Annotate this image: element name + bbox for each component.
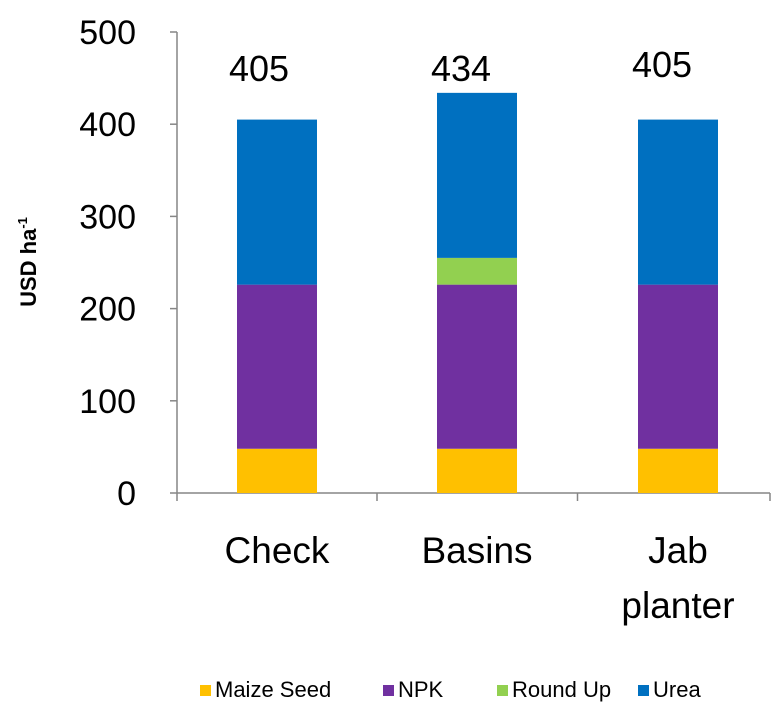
- bars: [237, 92, 718, 493]
- legend-swatch: [383, 685, 394, 696]
- bar-segment: [437, 92, 517, 258]
- y-tick-label: 0: [117, 475, 136, 513]
- y-tick-label: 100: [79, 383, 136, 421]
- y-axis-label-text: USD ha: [16, 228, 41, 307]
- bar-segment: [638, 448, 718, 493]
- x-category-label: Check: [225, 530, 330, 571]
- legend-label: Urea: [653, 677, 701, 702]
- bar-total-label: 405: [229, 48, 289, 89]
- bar-segment: [638, 284, 718, 449]
- legend: Maize Seed NPK Round Up Urea: [200, 677, 701, 702]
- legend-swatch: [638, 685, 649, 696]
- bar-segment: [437, 284, 517, 449]
- labels: 405 Check 434 Basins 405 Jab planter: [225, 44, 735, 626]
- legend-swatch: [200, 685, 211, 696]
- y-tick-label: 400: [79, 106, 136, 144]
- bar-segment: [237, 448, 317, 493]
- bar-segment: [638, 119, 718, 285]
- bar-segment: [237, 284, 317, 449]
- bar-segment: [437, 448, 517, 493]
- y-tick-label: 200: [79, 291, 136, 329]
- bar-total-label: 434: [431, 48, 491, 89]
- y-axis-label: USD ha-1: [15, 217, 41, 307]
- bar-total-label: 405: [632, 44, 692, 85]
- x-category-label: planter: [621, 585, 734, 626]
- legend-label: Round Up: [512, 677, 611, 702]
- bar-segment: [437, 257, 517, 285]
- bar-segment: [237, 119, 317, 285]
- axes: 0 100 200 300 400 500 USD ha-1: [15, 14, 771, 513]
- x-category-label: Basins: [421, 530, 532, 571]
- legend-swatch: [497, 685, 508, 696]
- y-tick-label: 500: [79, 14, 136, 52]
- legend-label: NPK: [398, 677, 444, 702]
- legend-label: Maize Seed: [215, 677, 331, 702]
- y-axis-label-superscript: -1: [15, 217, 30, 229]
- y-tick-label: 300: [79, 198, 136, 236]
- x-category-label: Jab: [648, 530, 708, 571]
